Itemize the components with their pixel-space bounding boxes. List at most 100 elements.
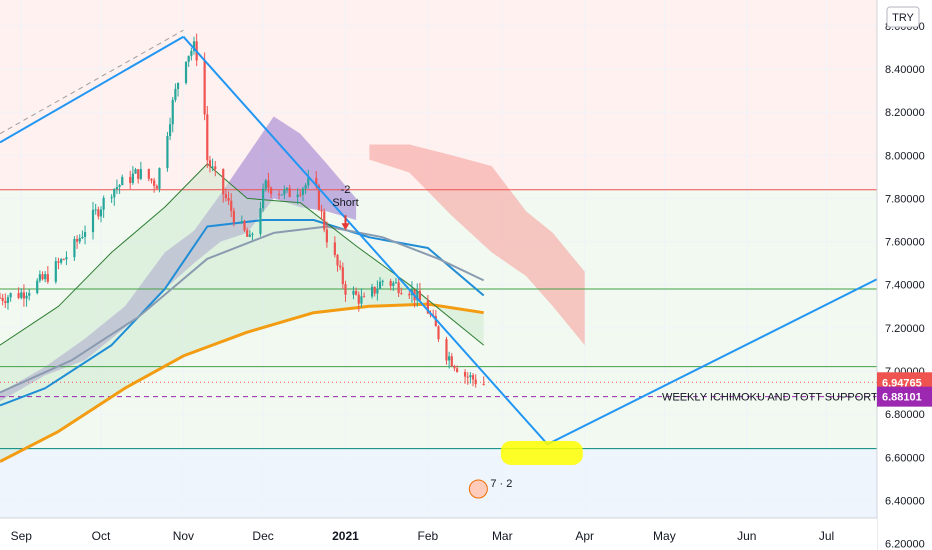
price-label-bg	[877, 386, 932, 407]
candle-body	[44, 274, 47, 280]
candle-body	[299, 194, 302, 196]
candle-body	[360, 296, 363, 304]
candle-body	[264, 180, 267, 189]
candle-body	[296, 194, 299, 198]
candle-body	[400, 293, 403, 295]
candle-body	[416, 290, 419, 301]
candle-body	[376, 288, 379, 294]
time-tick-label: 2021	[332, 529, 359, 543]
candle-body	[307, 177, 310, 186]
candle-body	[115, 187, 119, 189]
candle-body	[394, 282, 398, 284]
trendline-2	[0, 29, 184, 135]
candle-body	[246, 230, 249, 237]
signal-label: Short	[332, 197, 358, 209]
candle-body	[110, 197, 113, 199]
price-tick-label: 6.80000	[885, 409, 925, 421]
moving-averages	[0, 163, 485, 463]
time-tick-label: Mar	[492, 529, 513, 543]
candle-body	[325, 229, 328, 243]
ichimoku-cloud	[0, 116, 585, 462]
candle-body	[22, 292, 26, 299]
support-note: WEEKLY ICHIMOKU AND TOTT SUPPORT	[662, 392, 878, 404]
moving-average-3	[0, 163, 485, 346]
horizontal-levels	[0, 189, 877, 450]
candle-body	[99, 209, 103, 217]
candle-body	[224, 194, 227, 199]
background-zones	[0, 0, 877, 518]
time-tick-label: Oct	[92, 529, 111, 543]
candle-body	[448, 356, 451, 361]
candle-body	[378, 281, 382, 289]
currency-badge	[886, 6, 920, 28]
signal-count: -2	[341, 184, 351, 196]
candle-body	[463, 371, 467, 377]
candle-body	[137, 169, 140, 179]
support-zone	[0, 448, 877, 518]
ma-fill-area	[0, 163, 484, 462]
candle-body	[304, 185, 307, 189]
candle-body	[471, 375, 475, 380]
price-tick-label: 7.80000	[885, 193, 925, 205]
time-axis: Sep Oct Nov Dec 2021 Feb Mar Apr May Jun Jul	[0, 517, 877, 550]
candle-body	[28, 292, 31, 296]
candle-body	[222, 169, 225, 195]
candle-body	[147, 169, 150, 179]
candle-body	[355, 290, 358, 295]
candle-body	[437, 326, 440, 340]
candle-body	[9, 293, 12, 298]
moving-average-2	[0, 225, 485, 394]
candle-body	[370, 286, 374, 297]
candle-body	[259, 208, 262, 234]
candle-body	[131, 173, 134, 183]
candle-body	[158, 168, 161, 189]
candle-body	[227, 198, 230, 201]
candle-body	[4, 300, 7, 303]
candle-body	[97, 209, 100, 217]
candle-body	[232, 210, 235, 223]
candle-body	[283, 189, 286, 195]
candle-body	[41, 274, 44, 280]
candle-body	[38, 274, 41, 281]
candle-body	[230, 200, 233, 211]
price-axis-bg	[877, 0, 932, 550]
candle-body	[62, 259, 65, 261]
candle-body	[129, 176, 132, 183]
candle-body	[248, 234, 251, 237]
candle-body	[418, 290, 421, 301]
price-tick-label: 7.60000	[885, 237, 925, 249]
candle-body	[57, 261, 60, 263]
price-tick-label: 8.20000	[885, 107, 925, 119]
candle-body	[269, 187, 273, 194]
candle-body	[81, 236, 84, 238]
candle-body	[456, 368, 459, 372]
candle-body	[153, 180, 156, 186]
candle-body	[389, 280, 392, 286]
target-highlight	[500, 440, 583, 465]
candle-body	[301, 188, 305, 195]
candle-body	[288, 188, 291, 198]
candle-body	[280, 194, 283, 196]
candle-body	[54, 261, 57, 282]
candle-body	[211, 166, 214, 168]
price-tick-label: 6.60000	[885, 452, 925, 464]
candle-body	[94, 209, 97, 211]
economic-event-icon	[468, 479, 488, 499]
time-tick-label: Jul	[819, 529, 834, 543]
short-arrow-icon	[341, 215, 350, 231]
candle-body	[362, 296, 366, 298]
candle-body	[392, 282, 395, 286]
candle-body	[174, 88, 177, 100]
candles	[0, 33, 485, 388]
time-tick-label: May	[653, 529, 676, 543]
time-tick-label: Sep	[11, 529, 33, 543]
candle-body	[155, 185, 158, 189]
trendline-0	[0, 35, 184, 144]
candle-body	[336, 255, 339, 266]
candle-body	[240, 221, 243, 223]
candle-body	[453, 366, 456, 369]
price-axis: 8.600008.400008.200008.000007.800007.600…	[876, 0, 932, 550]
candle-body	[166, 136, 169, 169]
candle-body	[339, 265, 342, 268]
